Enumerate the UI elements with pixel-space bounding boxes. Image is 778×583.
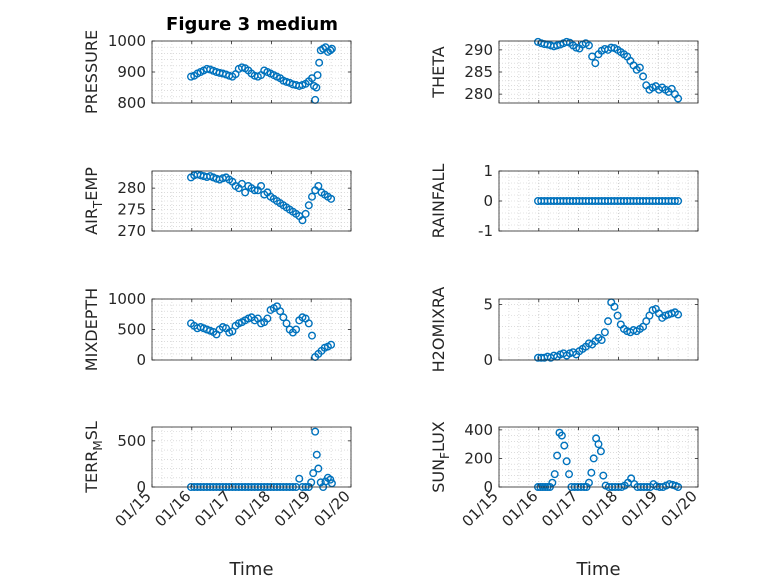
air_temp-point: [314, 181, 323, 190]
sun_flux-point: [599, 471, 608, 480]
terr_msl-xlabel: Time: [228, 559, 273, 580]
h2omixra-point: [613, 311, 622, 320]
pressure-ytick-label: 900: [117, 63, 146, 81]
air_temp-point: [257, 181, 266, 190]
sun_flux-point: [565, 470, 574, 479]
pressure-point: [313, 71, 322, 80]
rainfall-ytick-label: 1: [483, 162, 493, 180]
air_temp-ylabel: AIRTEMP: [82, 167, 105, 235]
theta-point: [674, 94, 683, 103]
terr_msl-point: [326, 475, 335, 484]
theta-point: [635, 63, 644, 72]
rainfall-axes: -1 0 1 RAINFALL: [429, 162, 699, 240]
rainfall-point: [674, 196, 683, 205]
terr_msl-point: [295, 474, 304, 483]
pressure-axes: 800 900 1000 PRESSURE: [82, 30, 352, 114]
sun_flux-point: [596, 447, 605, 456]
theta-point: [584, 41, 593, 50]
mixdepth-point: [276, 307, 285, 316]
theta-axes: 280 285 290 THETA: [429, 37, 699, 104]
figure-title: Figure 3 medium: [166, 14, 338, 35]
terr_msl-ylabel: TERRMSL: [82, 421, 105, 494]
air_temp-ytick-label: 270: [117, 222, 146, 240]
mixdepth-point: [292, 325, 301, 334]
sun_flux-point: [550, 470, 559, 479]
sun_flux-point: [560, 441, 569, 450]
rainfall-ytick-label: -1: [478, 222, 493, 240]
sun_flux-axes-box: [498, 426, 699, 488]
pressure-point: [327, 44, 336, 53]
air_temp-point: [327, 194, 336, 203]
sun_flux-point: [562, 457, 571, 466]
mixdepth-point: [263, 314, 272, 323]
mixdepth-point: [279, 313, 288, 322]
air_temp-point: [250, 186, 259, 195]
sun_flux-point: [548, 478, 557, 487]
pressure-ylabel: PRESSURE: [82, 30, 101, 114]
mixdepth-axes: 0 500 1000 MIXDEPTH: [82, 288, 352, 371]
sun_flux-ytick-label: 400: [464, 421, 493, 439]
terr_msl-point: [311, 427, 320, 436]
h2omixra-ytick-label: 0: [483, 351, 493, 369]
air_temp-point: [298, 216, 307, 225]
pressure-point: [312, 83, 321, 92]
mixdepth-ylabel: MIXDEPTH: [82, 288, 101, 371]
sun_flux-point: [584, 478, 593, 487]
theta-point: [591, 59, 600, 68]
mixdepth-ytick-label: 500: [117, 321, 146, 339]
theta-ytick-label: 285: [464, 63, 493, 81]
theta-ylabel: THETA: [429, 46, 448, 98]
terr_msl-point: [312, 450, 321, 459]
mixdepth-ytick-label: 0: [136, 351, 146, 369]
terr_msl-point: [314, 464, 323, 473]
rainfall-point: [670, 196, 679, 205]
sun_flux-xlabel: Time: [575, 559, 620, 580]
sun_flux-axes: 020040001/1501/1601/1701/1801/1901/20SUN…: [429, 421, 701, 580]
terr_msl-ytick-label: 500: [117, 432, 146, 450]
sun_flux-point: [557, 431, 566, 440]
rainfall-ytick-label: 0: [483, 192, 493, 210]
h2omixra-axes: 0 5 H2OMIXRA: [429, 287, 699, 373]
air_temp-ytick-label: 275: [117, 201, 146, 219]
sun_flux-point: [594, 440, 603, 449]
sun_flux-ylabel: SUNFLUX: [429, 421, 452, 493]
h2omixra-ylabel: H2OMIXRA: [429, 287, 448, 373]
mixdepth-ytick-label: 1000: [108, 290, 146, 308]
h2omixra-point: [604, 317, 613, 326]
terr_msl-axes-box: [151, 426, 352, 488]
h2omixra-axes-box: [498, 298, 699, 361]
mixdepth-point: [304, 319, 313, 328]
air_temp-point: [304, 201, 313, 210]
pressure-point: [315, 58, 324, 67]
h2omixra-point: [600, 328, 609, 337]
h2omixra-point: [610, 302, 619, 311]
h2omixra-ytick-label: 5: [483, 296, 493, 314]
air_temp-axes-box: [151, 170, 352, 232]
air_temp-axes: 270 275 280 AIRTEMP: [82, 167, 352, 240]
air_temp-point: [301, 209, 310, 218]
air_temp-point: [307, 192, 316, 201]
h2omixra-point: [674, 310, 683, 319]
theta-ytick-label: 290: [464, 41, 493, 59]
pressure-ytick-label: 800: [117, 94, 146, 112]
sun_flux-ytick-label: 0: [483, 478, 493, 496]
mixdepth-point: [282, 319, 291, 328]
mixdepth-point: [307, 331, 316, 340]
sun_flux-point: [589, 454, 598, 463]
rainfall-ylabel: RAINFALL: [429, 164, 448, 239]
terr_msl-point: [309, 469, 318, 478]
sun_flux-ytick-label: 200: [464, 449, 493, 467]
pressure-point: [326, 46, 335, 55]
terr_msl-ytick-label: 0: [136, 478, 146, 496]
pressure-ytick-label: 1000: [108, 32, 146, 50]
h2omixra-point: [597, 336, 606, 345]
theta-point: [639, 72, 648, 81]
theta-ytick-label: 280: [464, 85, 493, 103]
air_temp-ytick-label: 280: [117, 179, 146, 197]
mixdepth-point: [327, 340, 336, 349]
sun_flux-point: [587, 468, 596, 477]
sun_flux-point: [553, 451, 562, 460]
air_temp-point: [241, 188, 250, 197]
